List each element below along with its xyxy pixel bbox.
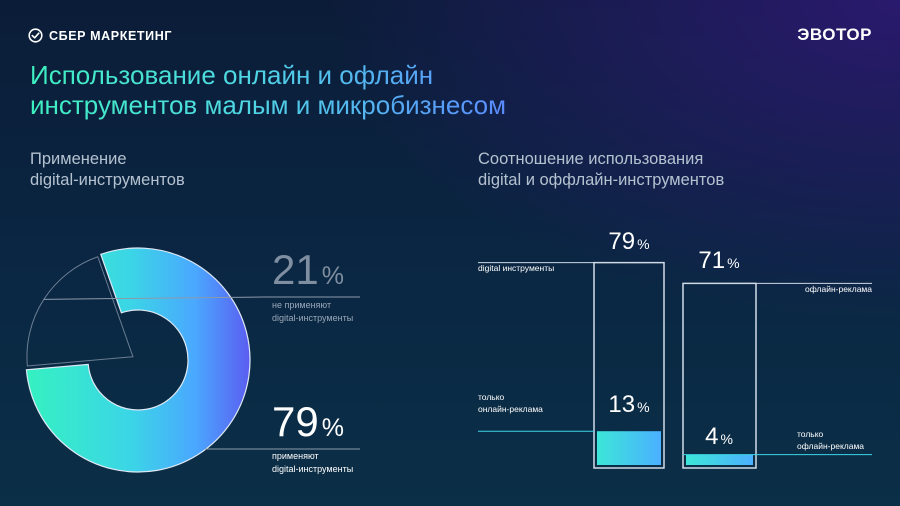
label-using-line-1: применяют: [272, 451, 319, 461]
sber-marketing-logo: СБЕР МАРКЕТИНГ: [28, 28, 172, 43]
bar-offline-total-value: 71: [698, 247, 725, 274]
bar-digital-total-value: 79: [608, 228, 635, 255]
label-offline-only-line-1: только: [797, 429, 824, 439]
bar-offline-only-number: 4: [705, 423, 718, 450]
label-using-line-2: digital-инструменты: [272, 464, 353, 474]
label-offline-only-line-2: офлайн-реклама: [797, 441, 864, 451]
bar-online-only-value: 13%: [608, 391, 649, 418]
bar-digital-total-unit: %: [637, 236, 649, 252]
donut-slice-using: [25, 247, 251, 473]
pct-not-using-unit: %: [322, 262, 344, 290]
bar-offline-only-fill: [686, 454, 753, 465]
bar-offline-only-unit: %: [720, 431, 732, 447]
bar-offline-only-value: 4%: [705, 423, 733, 450]
label-online-only-line-1: только: [478, 392, 505, 402]
bar-chart-title-line-1: Соотношение использования: [478, 150, 704, 168]
donut-chart-title-line-1: Применение: [30, 150, 127, 168]
bar-online-only-unit: %: [637, 399, 649, 415]
bar-chart: 79% digital инструменты 13% только онлай…: [478, 228, 872, 469]
donut-chart-title-line-2: digital-инструментов: [30, 171, 185, 189]
sber-marketing-logo-text: СБЕР МАРКЕТИНГ: [49, 28, 173, 43]
bar-online-only-fill: [597, 431, 661, 465]
leader-line-not-using: [43, 296, 360, 300]
bar-offline-label: офлайн-реклама: [805, 284, 872, 294]
pct-using-unit: %: [322, 414, 344, 442]
pct-using-value: 79: [272, 398, 319, 445]
label-online-only-line-2: онлайн-реклама: [478, 404, 543, 414]
bar-online-only-number: 13: [608, 391, 635, 418]
pct-using: 79%: [272, 398, 344, 445]
donut-chart: 21% не применяют digital-инструменты 79%…: [25, 246, 360, 474]
bar-digital-total: 79%: [608, 228, 649, 255]
pct-not-using: 21%: [272, 246, 344, 293]
label-not-using-line-1: не применяют: [272, 300, 331, 310]
bar-offline-total: 71%: [698, 247, 739, 274]
bar-chart-title-line-2: digital и оффлайн-инструментов: [478, 171, 725, 189]
bar-chart-title: Соотношение использования digital и оффл…: [478, 149, 724, 191]
bar-offline-total-unit: %: [727, 255, 739, 271]
donut-chart-title: Применение digital-инструментов: [30, 149, 185, 191]
check-circle-icon: [28, 28, 43, 43]
evotor-logo: ЭВОТОР: [797, 25, 872, 44]
pct-not-using-value: 21: [272, 246, 319, 293]
label-not-using-line-2: digital-инструменты: [272, 313, 353, 323]
bar-digital-label: digital инструменты: [478, 263, 554, 273]
